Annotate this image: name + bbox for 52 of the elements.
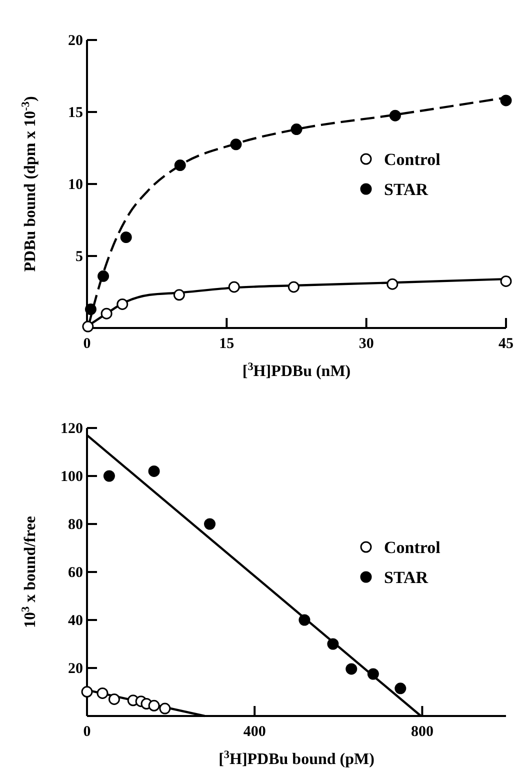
point xyxy=(120,232,132,244)
point xyxy=(96,687,108,699)
point xyxy=(327,638,339,650)
y-tick-label: 15 xyxy=(68,105,83,121)
point xyxy=(394,682,406,694)
x-tick-label: 15 xyxy=(219,336,234,352)
point xyxy=(230,138,242,150)
y-tick-label: 60 xyxy=(68,565,83,581)
point xyxy=(204,518,216,530)
point xyxy=(108,693,120,705)
point xyxy=(290,124,302,136)
point xyxy=(174,160,186,172)
point xyxy=(81,686,93,698)
point xyxy=(389,110,401,122)
point xyxy=(228,281,240,293)
point xyxy=(103,470,115,482)
point xyxy=(288,281,300,293)
x-axis-title: [$^{3}$H]PDBu (nM) xyxy=(242,361,351,380)
y-tick-label: 20 xyxy=(68,33,83,49)
y-tick-label: 120 xyxy=(60,421,83,437)
x-tick-label: 0 xyxy=(83,724,91,740)
point xyxy=(298,614,310,626)
point xyxy=(100,308,112,320)
y-tick-label: 5 xyxy=(76,249,83,265)
point xyxy=(82,320,94,332)
point xyxy=(84,304,96,316)
point xyxy=(386,278,398,290)
x-axis-title: [$^{3}$H]PDBu bound (pM) xyxy=(218,749,374,768)
point xyxy=(173,289,185,301)
point xyxy=(500,94,512,106)
legend-label: Control xyxy=(384,538,441,557)
point xyxy=(159,702,171,714)
legend-label: STAR xyxy=(384,568,429,587)
x-tick-label: 400 xyxy=(243,724,266,740)
point xyxy=(148,465,160,477)
x-tick-label: 800 xyxy=(410,724,434,740)
legend-label: Control xyxy=(384,150,441,169)
legend-label: STAR xyxy=(384,180,429,199)
point xyxy=(500,275,512,287)
y-tick-label: 80 xyxy=(68,517,83,533)
y-tick-label: 100 xyxy=(60,469,83,485)
x-tick-label: 45 xyxy=(498,336,514,352)
point xyxy=(116,298,128,310)
x-tick-label: 30 xyxy=(358,336,374,352)
point xyxy=(98,270,110,282)
y-tick-label: 10 xyxy=(68,177,83,193)
point xyxy=(346,663,358,675)
point xyxy=(148,700,160,712)
x-tick-label: 0 xyxy=(83,336,91,352)
point xyxy=(367,668,379,680)
y-tick-label: 20 xyxy=(68,661,83,677)
y-tick-label: 40 xyxy=(68,613,83,629)
